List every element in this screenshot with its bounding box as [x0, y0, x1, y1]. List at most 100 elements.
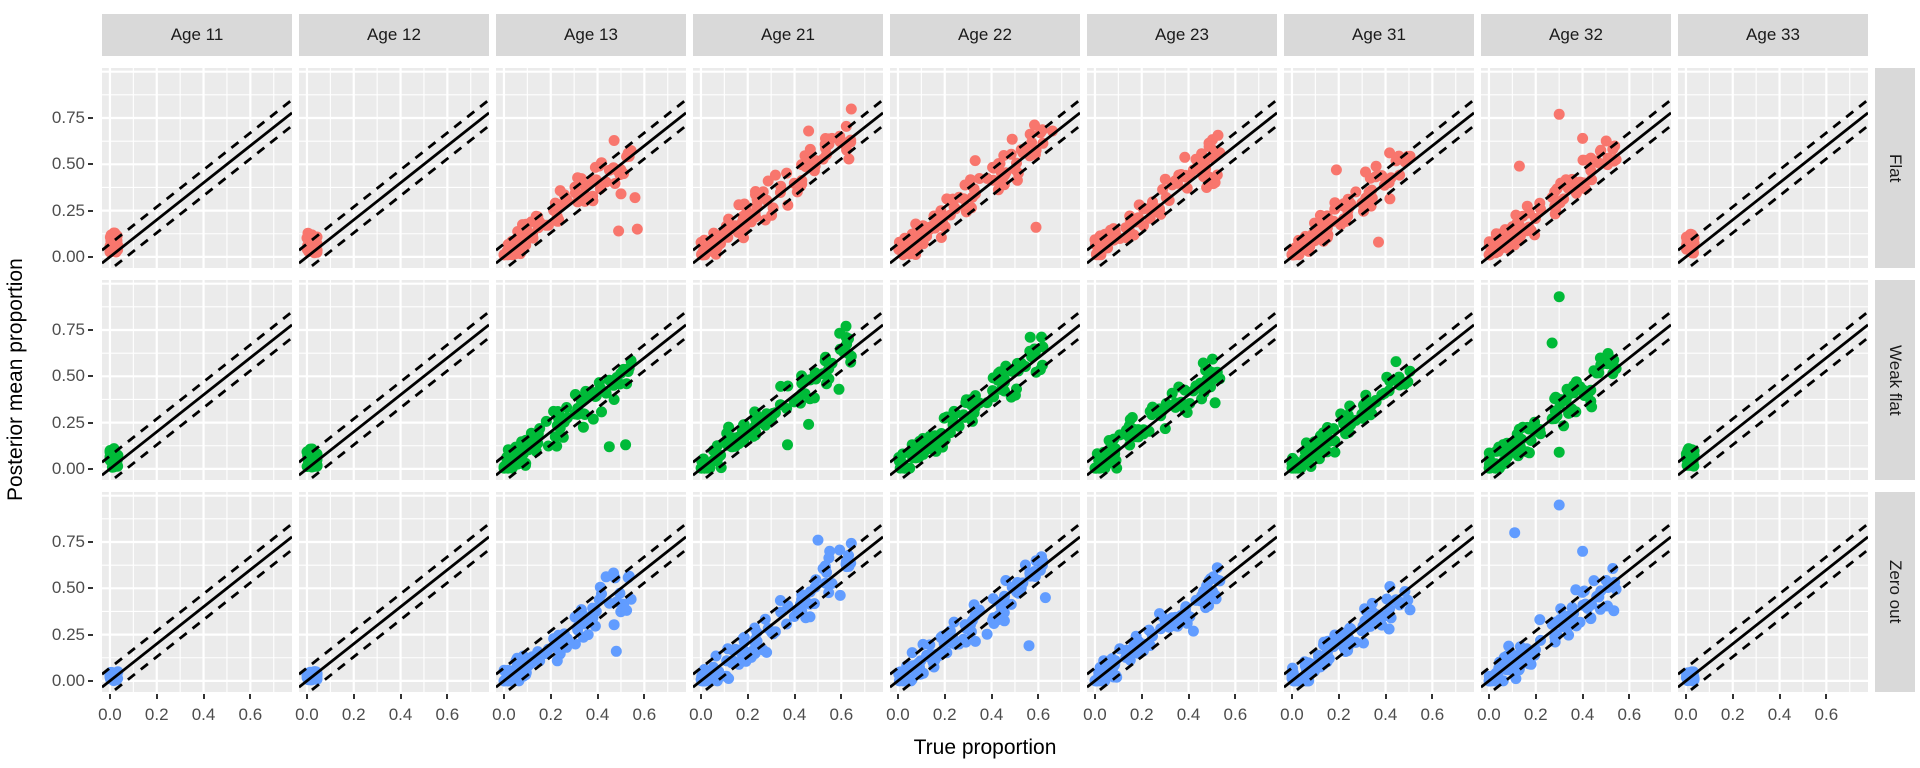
- facet-strip-label: Age 21: [761, 25, 815, 44]
- top-right-corner: [1875, 14, 1915, 56]
- data-point: [1507, 221, 1519, 233]
- x-tick-mark: [1487, 694, 1490, 699]
- y-tick-label: 0.75: [51, 532, 85, 551]
- data-point: [917, 638, 929, 650]
- data-point: [554, 185, 566, 197]
- x-tick-mark: [793, 694, 796, 699]
- data-point: [921, 443, 933, 455]
- data-point: [1404, 604, 1416, 616]
- panel-cell: [1284, 280, 1474, 480]
- data-point: [843, 153, 855, 165]
- data-point: [823, 133, 835, 145]
- data-point: [1510, 209, 1522, 221]
- data-point: [774, 595, 786, 606]
- panel-zero-out-age-13: [496, 492, 686, 692]
- data-point: [698, 453, 710, 465]
- data-point: [804, 143, 816, 155]
- x-tick-label: 0.0: [295, 705, 319, 724]
- x-axis-cell: 0.0 0.2 0.4 0.6: [1674, 694, 1868, 730]
- x-tick-mark: [108, 694, 111, 699]
- x-tick-mark: [840, 694, 843, 699]
- data-point: [1577, 545, 1589, 557]
- x-tick-mark: [596, 694, 599, 699]
- data-point: [1036, 331, 1047, 343]
- x-axis-cell: 0.0 0.2 0.4 0.6: [1477, 694, 1671, 730]
- x-tick-label: 0.6: [1420, 705, 1445, 724]
- x-tick-mark: [155, 694, 158, 699]
- data-point: [1513, 423, 1525, 435]
- x-tick-label: 0.4: [979, 705, 1004, 724]
- y-tick-mark: [88, 209, 93, 212]
- data-point: [1024, 128, 1036, 140]
- panel-zero-out-age-12: [299, 492, 489, 692]
- data-point: [788, 611, 800, 622]
- data-point: [1600, 135, 1612, 147]
- facet-strip-label: Age 11: [170, 25, 224, 44]
- data-point: [620, 439, 632, 451]
- facet-strip-label: Age 33: [1746, 25, 1800, 44]
- data-point: [1607, 368, 1619, 380]
- x-axis-cell: 0.0 0.2 0.4 0.6: [1280, 694, 1474, 730]
- panel-flat-age-11: [102, 68, 292, 268]
- data-point: [1207, 589, 1219, 601]
- data-point: [1330, 164, 1342, 176]
- x-tick-mark: [746, 694, 749, 699]
- panel-cell: [496, 492, 686, 692]
- data-point: [1523, 447, 1535, 459]
- data-point: [965, 174, 976, 186]
- x-tick-label: 0.4: [1373, 705, 1398, 724]
- x-tick-label: 0.2: [932, 705, 957, 724]
- panel-flat-age-23: [1087, 68, 1277, 268]
- panel-zero-out-age-23: [1087, 492, 1277, 692]
- data-point: [1309, 217, 1320, 229]
- y-tick-label: 0.00: [51, 670, 85, 690]
- data-point: [603, 441, 615, 453]
- panel-weak-flat-age-12: [299, 280, 489, 480]
- x-tick-label: 0.4: [388, 705, 413, 724]
- data-point: [1159, 423, 1171, 435]
- y-axis-gutter: 0.00 0.25 0.50 0.75: [0, 68, 95, 268]
- panel-cell: [1284, 492, 1474, 692]
- panel-zero-out-age-32: [1481, 492, 1671, 692]
- data-point: [1602, 358, 1613, 370]
- data-point: [608, 619, 620, 631]
- data-point: [1534, 614, 1546, 626]
- facet-strip-label: Zero out: [1886, 560, 1905, 624]
- data-point: [1039, 592, 1051, 604]
- data-point: [1546, 337, 1558, 349]
- data-point: [817, 563, 829, 575]
- panel-cell: [1284, 68, 1474, 268]
- data-point: [727, 440, 739, 452]
- data-point: [804, 611, 816, 623]
- panel-zero-out-age-22: [890, 492, 1080, 692]
- x-tick-mark: [1431, 694, 1434, 699]
- x-tick-label: 0.0: [98, 705, 122, 724]
- x-tick-mark: [1684, 694, 1687, 699]
- data-point: [1023, 640, 1035, 652]
- data-point: [621, 604, 633, 616]
- data-point: [1187, 625, 1199, 637]
- data-point: [1588, 575, 1600, 587]
- data-point: [111, 231, 123, 243]
- x-tick-label: 0.4: [1176, 705, 1201, 724]
- data-point: [1529, 416, 1541, 428]
- panel-flat-age-21: [693, 68, 883, 268]
- panel-cell: [102, 492, 292, 692]
- data-point: [810, 574, 822, 586]
- x-axis-cell: 0.0 0.2 0.4 0.6: [295, 694, 489, 730]
- data-point: [1373, 236, 1384, 248]
- y-tick-mark: [88, 467, 93, 470]
- facet-strip-age-13: Age 13: [496, 14, 686, 56]
- x-axis-cell: 0.0 0.2 0.4 0.6: [492, 694, 686, 730]
- x-axis-cell: 0.0 0.2 0.4 0.6: [689, 694, 883, 730]
- data-point: [1553, 446, 1565, 458]
- panel-flat-age-13: [496, 68, 686, 268]
- panel-weak-flat-age-11: [102, 280, 292, 480]
- data-point: [1602, 348, 1614, 359]
- data-point: [1329, 446, 1341, 458]
- y-tick-label: 0.75: [51, 108, 85, 127]
- y-tick-label: 0.25: [51, 412, 85, 432]
- data-point: [1203, 137, 1215, 149]
- data-point: [1383, 623, 1395, 635]
- x-tick-mark: [1140, 694, 1143, 699]
